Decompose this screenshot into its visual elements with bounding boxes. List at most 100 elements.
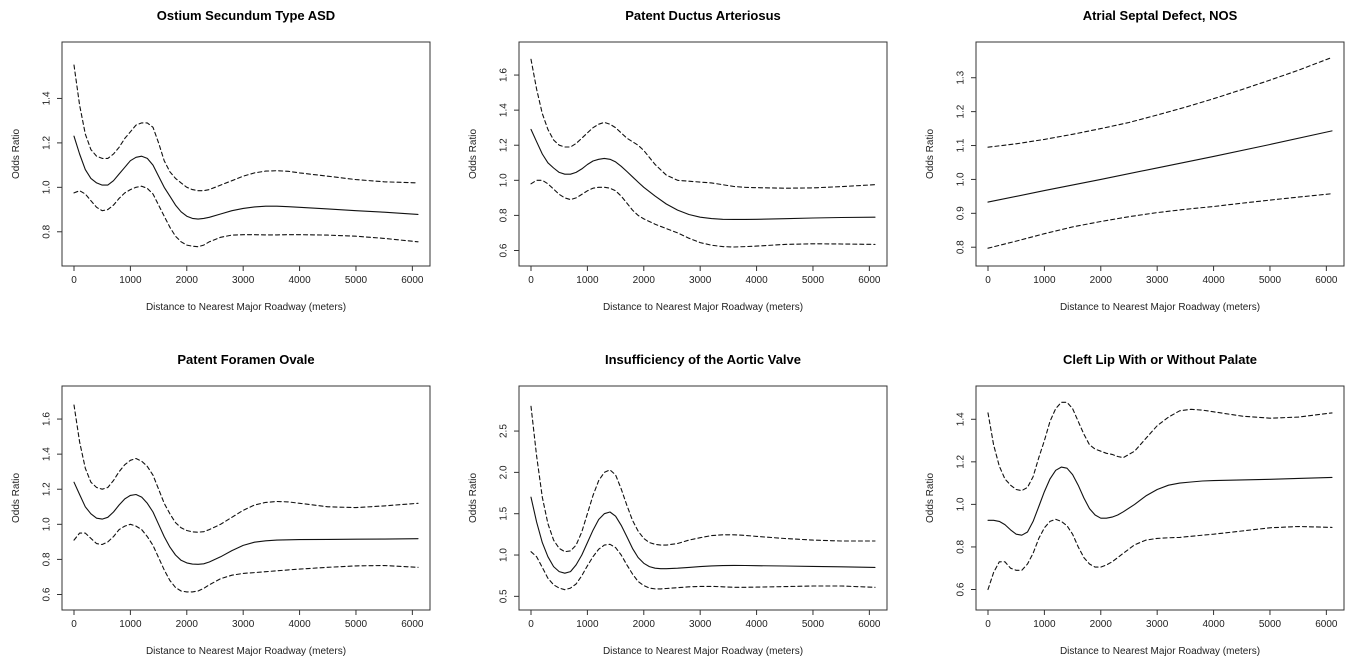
- panel-title: Insufficiency of the Aortic Valve: [605, 352, 801, 367]
- lower-ci-line: [987, 518, 1333, 591]
- x-tick-label: 1000: [119, 275, 142, 286]
- x-tick-label: 4000: [1202, 275, 1225, 286]
- y-axis-label: Odds Ratio: [468, 473, 479, 523]
- x-tick-label: 5000: [345, 275, 368, 286]
- x-axis-label: Distance to Nearest Major Roadway (meter…: [146, 302, 346, 313]
- x-tick-label: 2000: [176, 275, 199, 286]
- x-tick-label: 3000: [1146, 619, 1169, 630]
- x-tick-label: 0: [985, 619, 991, 630]
- upper-ci-line: [987, 56, 1333, 148]
- upper-ci-line: [530, 58, 876, 189]
- x-axis-label: Distance to Nearest Major Roadway (meter…: [1060, 646, 1260, 657]
- plot-frame: [975, 41, 1345, 267]
- x-tick-label: 2000: [633, 619, 656, 630]
- x-tick-label: 4000: [1202, 619, 1225, 630]
- y-tick-label: 1.0: [956, 172, 967, 186]
- x-axis-label: Distance to Nearest Major Roadway (meter…: [146, 646, 346, 657]
- lower-ci-line: [73, 185, 419, 248]
- odds-ratio-line: [987, 466, 1333, 536]
- lower-ci-line: [530, 179, 876, 248]
- lower-ci-line: [73, 523, 419, 593]
- y-tick-label: 1.0: [956, 497, 967, 511]
- panel-5: Insufficiency of the Aortic Valve 0 1000 20…: [468, 352, 888, 657]
- y-tick-label: 1.0: [42, 517, 53, 531]
- x-tick-label: 6000: [858, 619, 881, 630]
- x-tick-label: 2000: [633, 275, 656, 286]
- y-axis-label: Odds Ratio: [468, 129, 479, 179]
- x-tick-label: 0: [528, 275, 534, 286]
- panel-title: Patent Ductus Arteriosus: [625, 8, 781, 23]
- plot-frame: [61, 41, 431, 267]
- y-tick-label: 1.2: [42, 482, 53, 496]
- y-tick-label: 1.4: [956, 412, 967, 426]
- x-tick-label: 0: [528, 619, 534, 630]
- y-axis-label: Odds Ratio: [925, 473, 936, 523]
- y-tick-label: 1.3: [956, 70, 967, 84]
- y-axis-label: Odds Ratio: [925, 129, 936, 179]
- odds-ratio-line: [530, 128, 876, 220]
- upper-ci-line: [987, 401, 1333, 492]
- odds-ratio-line: [73, 135, 419, 220]
- panel-title: Atrial Septal Defect, NOS: [1083, 8, 1238, 23]
- x-tick-label: 3000: [232, 619, 255, 630]
- y-tick-label: 1.6: [42, 412, 53, 426]
- x-tick-label: 6000: [1315, 619, 1338, 630]
- x-tick-label: 3000: [1146, 275, 1169, 286]
- y-tick-label: 1.0: [499, 173, 510, 187]
- panel-title: Cleft Lip With or Without Palate: [1063, 352, 1257, 367]
- y-tick-label: 1.5: [499, 506, 510, 520]
- y-tick-label: 1.4: [42, 447, 53, 461]
- x-tick-label: 6000: [1315, 275, 1338, 286]
- upper-ci-line: [73, 64, 419, 192]
- y-tick-label: 1.2: [956, 454, 967, 468]
- x-tick-label: 5000: [802, 275, 825, 286]
- panel-title: Ostium Secundum Type ASD: [157, 8, 335, 23]
- y-tick-label: 2.5: [499, 424, 510, 438]
- x-tick-label: 1000: [119, 619, 142, 630]
- x-tick-label: 6000: [401, 275, 424, 286]
- panel-6: Cleft Lip With or Without Palate 0 1000 200…: [925, 352, 1345, 657]
- plot-frame: [61, 385, 431, 611]
- x-tick-label: 1000: [576, 619, 599, 630]
- y-tick-label: 1.6: [499, 68, 510, 82]
- odds-ratio-line: [73, 481, 419, 565]
- lower-ci-line: [987, 193, 1333, 249]
- y-axis-label: Odds Ratio: [11, 473, 22, 523]
- x-axis-label: Distance to Nearest Major Roadway (meter…: [603, 302, 803, 313]
- x-tick-label: 1000: [1033, 275, 1056, 286]
- upper-ci-line: [73, 404, 419, 533]
- x-tick-label: 2000: [1090, 275, 1113, 286]
- y-tick-label: 0.6: [42, 587, 53, 601]
- x-tick-label: 3000: [232, 275, 255, 286]
- x-tick-label: 1000: [576, 275, 599, 286]
- y-tick-label: 2.0: [499, 465, 510, 479]
- x-tick-label: 3000: [689, 275, 712, 286]
- panel-4: Patent Foramen Ovale 0 1000 2000 3000 4000 500…: [11, 352, 431, 657]
- y-tick-label: 1.0: [42, 180, 53, 194]
- upper-ci-line: [530, 405, 876, 553]
- x-tick-label: 4000: [745, 619, 768, 630]
- x-tick-label: 5000: [802, 619, 825, 630]
- odds-ratio-line: [530, 496, 876, 574]
- y-tick-label: 0.8: [499, 208, 510, 222]
- x-tick-label: 2000: [176, 619, 199, 630]
- y-tick-label: 0.6: [499, 243, 510, 257]
- y-tick-label: 0.8: [956, 240, 967, 254]
- y-tick-label: 1.2: [499, 138, 510, 152]
- y-tick-label: 1.0: [499, 548, 510, 562]
- panel-title: Patent Foramen Ovale: [177, 352, 314, 367]
- x-axis-label: Distance to Nearest Major Roadway (meter…: [1060, 302, 1260, 313]
- y-tick-label: 1.2: [956, 104, 967, 118]
- y-tick-label: 0.6: [956, 582, 967, 596]
- y-tick-label: 1.4: [499, 103, 510, 117]
- y-tick-label: 0.8: [42, 552, 53, 566]
- x-tick-label: 2000: [1090, 619, 1113, 630]
- y-tick-label: 0.8: [42, 224, 53, 238]
- y-tick-label: 1.1: [956, 138, 967, 152]
- x-tick-label: 4000: [288, 619, 311, 630]
- y-tick-label: 1.2: [42, 136, 53, 150]
- x-tick-label: 6000: [401, 619, 424, 630]
- x-tick-label: 0: [71, 619, 77, 630]
- x-tick-label: 4000: [745, 275, 768, 286]
